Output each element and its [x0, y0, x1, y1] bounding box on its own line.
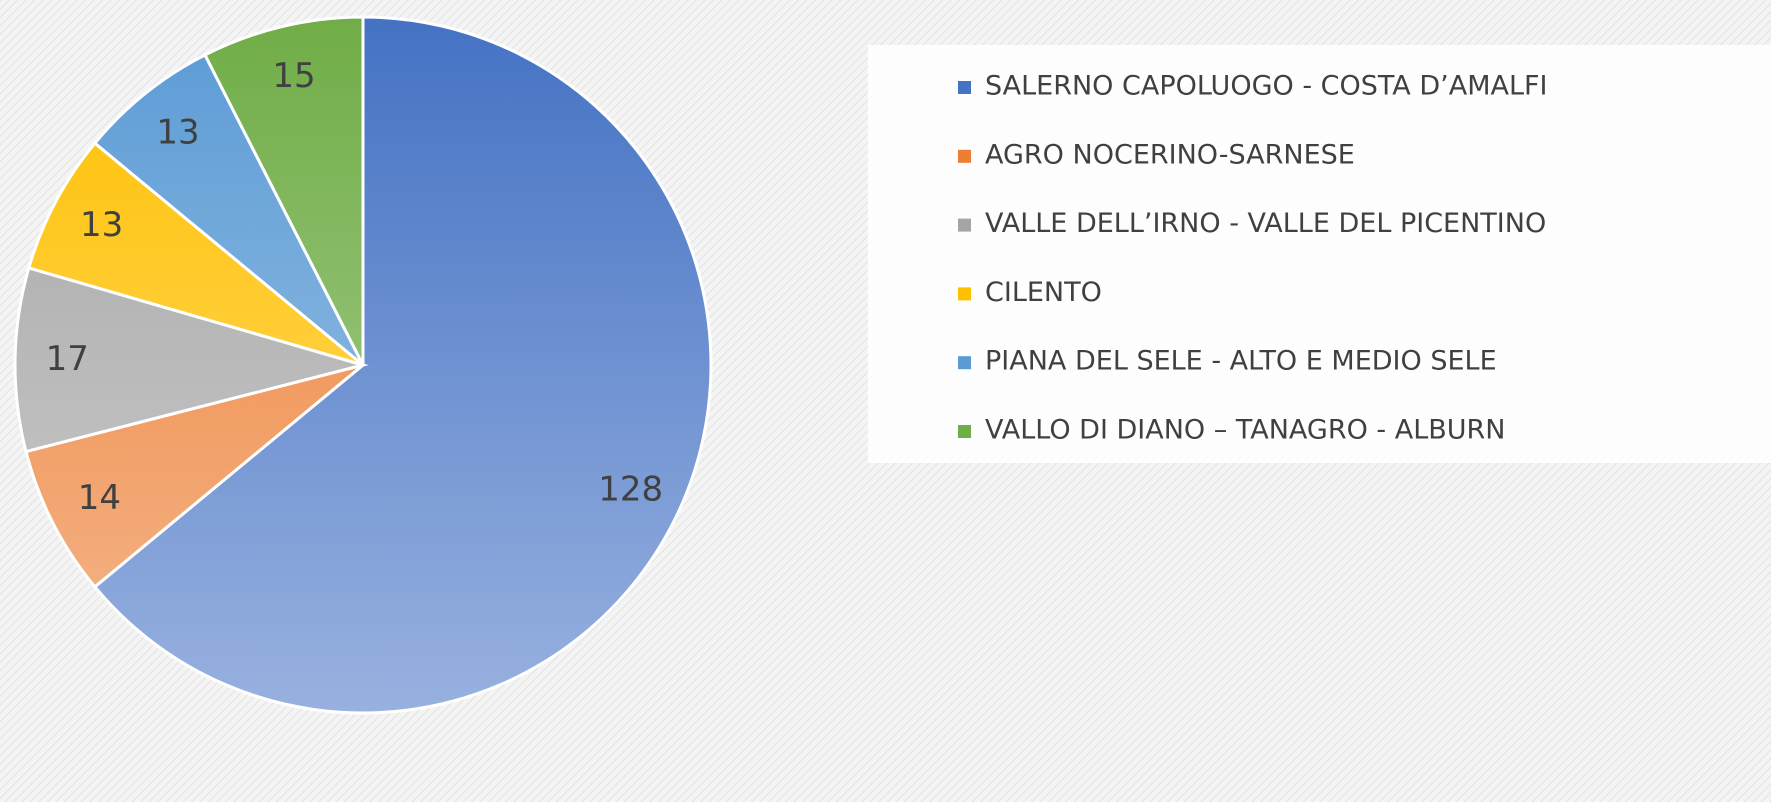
legend-swatch	[958, 287, 971, 301]
data-label: 15	[272, 56, 315, 96]
legend-swatch	[958, 425, 971, 438]
pie-slice	[26, 141, 364, 367]
data-label: 17	[46, 339, 89, 379]
data-label: 14	[78, 478, 121, 518]
legend-label: PIANA DEL SELE - ALTO E MEDIO SELE	[985, 346, 1497, 377]
pie-slice	[202, 15, 365, 366]
legend-swatch	[958, 149, 971, 163]
data-label: 13	[156, 113, 199, 153]
legend-swatch	[958, 81, 971, 94]
legend-swatch	[958, 356, 971, 370]
legend-label: SALERNO CAPOLUOGO - COSTA D’AMALFI	[985, 71, 1548, 102]
legend-label: CILENTO	[985, 277, 1102, 308]
pie-slice	[24, 363, 364, 589]
legend-box	[868, 45, 1771, 463]
legend-label: AGRO NOCERINO-SARNESE	[985, 139, 1355, 170]
pie-slice	[13, 266, 369, 454]
data-label: 13	[80, 205, 123, 245]
pie-slice	[92, 52, 365, 367]
pie-slice	[92, 15, 713, 715]
legend-swatch	[958, 218, 971, 232]
legend-label: VALLO DI DIANO – TANAGRO - ALBURN	[985, 415, 1506, 446]
legend-label: VALLE DELL’IRNO - VALLE DEL PICENTINO	[985, 208, 1546, 239]
data-label: 128	[598, 469, 663, 509]
